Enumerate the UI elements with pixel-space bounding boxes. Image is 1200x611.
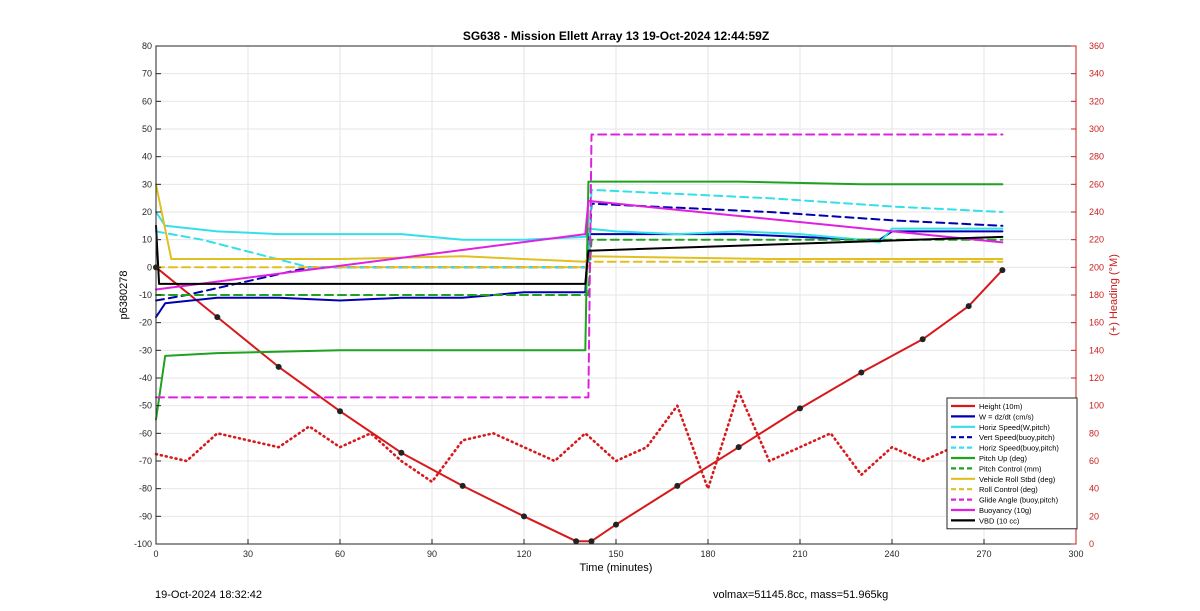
legend-label: Roll Control (deg) xyxy=(979,485,1038,494)
height-marker xyxy=(797,405,803,412)
legend-label: Horiz Speed(W,pitch) xyxy=(979,423,1050,432)
x-tick-label: 60 xyxy=(335,549,345,559)
legend-label: Height (10m) xyxy=(979,402,1023,411)
chart-title: SG638 - Mission Ellett Array 13 19-Oct-2… xyxy=(463,29,769,43)
y-tick-label-left: -80 xyxy=(139,484,152,494)
series-line xyxy=(154,390,1004,491)
y-tick-label-left: -100 xyxy=(134,539,152,549)
y-tick-label-right: 100 xyxy=(1089,401,1104,411)
y-tick-label-left: 50 xyxy=(142,124,152,134)
y-tick-label-right: 280 xyxy=(1089,152,1104,162)
y-tick-label-left: -10 xyxy=(139,290,152,300)
height-marker xyxy=(337,408,343,415)
height-marker xyxy=(521,513,527,520)
legend-label: Vert Speed(buoy,pitch) xyxy=(979,433,1055,442)
height-marker xyxy=(398,449,405,456)
legend-label: VBD (10 cc) xyxy=(979,516,1020,525)
x-tick-label: 210 xyxy=(792,549,807,559)
y-tick-label-right: 200 xyxy=(1089,262,1104,272)
y-tick-label-left: -70 xyxy=(139,456,152,466)
y-tick-label-right: 340 xyxy=(1089,69,1104,79)
y-tick-label-left: 20 xyxy=(142,207,152,217)
y-tick-label-right: 180 xyxy=(1089,290,1104,300)
y-tick-label-left: 10 xyxy=(142,235,152,245)
height-marker xyxy=(999,267,1006,274)
y-tick-label-right: 320 xyxy=(1089,96,1104,106)
legend-label: Pitch Control (mm) xyxy=(979,464,1042,473)
legend-box xyxy=(946,397,1078,530)
y-tick-label-right: 20 xyxy=(1089,511,1099,521)
legend-label: Buoyancy (10g) xyxy=(979,506,1032,515)
y-tick-label-left: -90 xyxy=(139,511,152,521)
y-tick-label-left: 0 xyxy=(147,262,152,272)
footer-timestamp: 19-Oct-2024 18:32:42 xyxy=(155,589,263,601)
height-marker xyxy=(674,482,681,489)
x-tick-label: 180 xyxy=(700,549,715,559)
x-tick-label: 120 xyxy=(516,549,531,559)
x-tick-label: 30 xyxy=(243,549,253,559)
series-line xyxy=(155,260,1004,269)
y-tick-label-right: 0 xyxy=(1089,539,1094,549)
x-tick-label: 240 xyxy=(884,549,899,559)
y-tick-label-right: 160 xyxy=(1089,318,1104,328)
series-line xyxy=(155,183,1004,263)
legend: Height (10m)W = dz/dt (cm/s) Horiz Speed(… xyxy=(946,397,1078,530)
footer-volmax-mass: volmax=51145.8cc, mass=51.965kg xyxy=(713,589,889,601)
y-tick-label-right: 80 xyxy=(1089,428,1099,438)
x-tick-label: 90 xyxy=(427,549,437,559)
height-marker xyxy=(214,314,221,321)
y-tick-label-right: 220 xyxy=(1089,235,1104,245)
height-marker xyxy=(275,363,282,370)
y-tick-label-left: 40 xyxy=(142,152,152,162)
series-layer xyxy=(153,133,1006,545)
y-tick-label-left: -50 xyxy=(139,401,152,411)
legend-label: Vehicle Roll Stbd (deg) xyxy=(979,475,1056,484)
height-marker xyxy=(459,482,466,489)
y-tick-label-right: 140 xyxy=(1089,345,1104,355)
height-marker xyxy=(919,336,926,343)
y-tick-label-left: 30 xyxy=(142,179,152,189)
x-tick-label: 0 xyxy=(153,549,158,559)
legend-label: W = dz/dt (cm/s) xyxy=(979,412,1034,421)
series-line xyxy=(155,224,1004,285)
legend-label: Horiz Speed(buoy,pitch) xyxy=(979,444,1059,453)
y-tick-label-right: 300 xyxy=(1089,124,1104,134)
series-line xyxy=(155,180,1004,421)
legend-label: Glide Angle (buoy,pitch) xyxy=(979,496,1059,505)
height-marker xyxy=(735,444,742,451)
y-tick-label-left: 80 xyxy=(142,41,152,51)
y-tick-label-right: 260 xyxy=(1089,179,1104,189)
series-line xyxy=(155,133,1004,399)
y-tick-label-right: 40 xyxy=(1089,484,1099,494)
legend-label: Pitch Up (deg) xyxy=(979,454,1027,463)
y-tick-label-left: -60 xyxy=(139,428,152,438)
height-marker xyxy=(588,538,595,545)
y-tick-label-left: 70 xyxy=(142,69,152,79)
y-tick-label-left: -40 xyxy=(139,373,152,383)
y-tick-label-right: 120 xyxy=(1089,373,1104,383)
y-tick-label-left: 60 xyxy=(142,96,152,106)
height-marker xyxy=(613,521,619,528)
y-tick-label-right: 60 xyxy=(1089,456,1099,466)
x-tick-label: 270 xyxy=(976,549,991,559)
height-marker xyxy=(573,538,580,545)
height-marker xyxy=(858,369,865,376)
y-axis-label-right: (+) Heading (°M) xyxy=(1108,254,1120,336)
x-tick-label: 150 xyxy=(608,549,623,559)
x-tick-label: 300 xyxy=(1068,549,1083,559)
y-tick-label-left: -30 xyxy=(139,345,152,355)
x-axis-label: Time (minutes) xyxy=(580,562,653,574)
height-marker xyxy=(965,303,972,310)
y-tick-label-right: 360 xyxy=(1089,41,1104,51)
y-tick-label-left: -20 xyxy=(139,318,152,328)
y-tick-label-right: 240 xyxy=(1089,207,1104,217)
series-line xyxy=(155,199,1004,291)
y-axis-label-left: p6380278 xyxy=(118,271,130,320)
